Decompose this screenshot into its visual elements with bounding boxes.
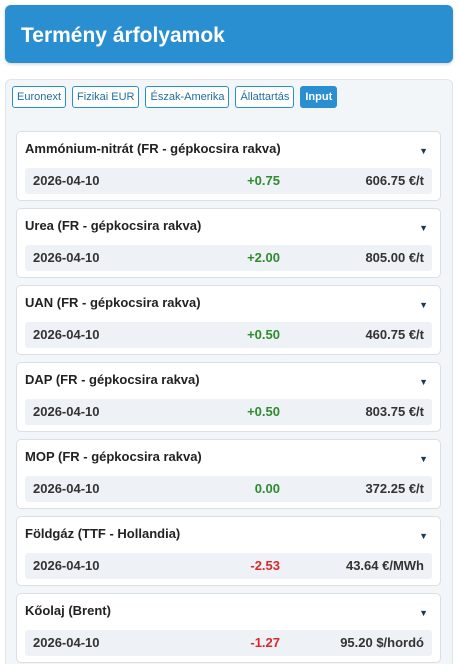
price-date: 2026-04-10 — [33, 250, 100, 265]
chevron-down-icon[interactable]: ▼ — [419, 531, 428, 541]
price-row: 2026-04-10 +2.00 805.00 €/t — [25, 245, 432, 271]
price-date: 2026-04-10 — [33, 404, 100, 419]
price-change: -2.53 — [250, 558, 280, 573]
page-title: Termény árfolyamok — [21, 24, 225, 47]
price-row: 2026-04-10 0.00 372.25 €/t — [25, 476, 432, 502]
price-card-natural-gas[interactable]: Földgáz (TTF - Hollandia) ▼ 2026-04-10 -… — [16, 516, 441, 586]
price-value: 95.20 $/hordó — [340, 635, 424, 650]
price-date: 2026-04-10 — [33, 481, 100, 496]
price-date: 2026-04-10 — [33, 173, 100, 188]
tab-allattartas[interactable]: Állattartás — [235, 86, 295, 108]
card-title: Földgáz (TTF - Hollandia) — [25, 526, 181, 541]
price-change: +0.50 — [247, 327, 280, 342]
app-header: Termény árfolyamok — [5, 5, 453, 63]
tab-fizikai-eur[interactable]: Fizikai EUR — [72, 86, 140, 108]
price-change: -1.27 — [250, 635, 280, 650]
card-title: DAP (FR - gépkocsira rakva) — [25, 372, 200, 387]
tab-eszak-amerika[interactable]: Észak-Amerika — [145, 86, 230, 108]
price-value: 460.75 €/t — [365, 327, 424, 342]
tab-euronext[interactable]: Euronext — [12, 86, 67, 108]
price-value: 43.64 €/MWh — [345, 558, 424, 573]
price-value: 805.00 €/t — [365, 250, 424, 265]
chevron-down-icon[interactable]: ▼ — [419, 146, 428, 156]
price-change: 0.00 — [254, 481, 280, 496]
price-card-uan[interactable]: UAN (FR - gépkocsira rakva) ▼ 2026-04-10… — [16, 285, 441, 355]
price-change: +2.00 — [247, 250, 280, 265]
chevron-down-icon[interactable]: ▼ — [419, 454, 428, 464]
price-row: 2026-04-10 +0.50 460.75 €/t — [25, 322, 432, 348]
card-title: Ammónium-nitrát (FR - gépkocsira rakva) — [25, 141, 281, 156]
card-title: Kőolaj (Brent) — [25, 603, 111, 618]
chevron-down-icon[interactable]: ▼ — [419, 223, 428, 233]
price-value: 803.75 €/t — [365, 404, 424, 419]
category-tabs: Euronext Fizikai EUR Észak-Amerika Állat… — [12, 86, 338, 108]
price-change: +0.75 — [247, 173, 280, 188]
price-date: 2026-04-10 — [33, 327, 100, 342]
price-date: 2026-04-10 — [33, 635, 100, 650]
price-card-mop[interactable]: MOP (FR - gépkocsira rakva) ▼ 2026-04-10… — [16, 439, 441, 509]
price-row: 2026-04-10 -1.27 95.20 $/hordó — [25, 630, 432, 656]
price-value: 372.25 €/t — [365, 481, 424, 496]
price-card-dap[interactable]: DAP (FR - gépkocsira rakva) ▼ 2026-04-10… — [16, 362, 441, 432]
price-value: 606.75 €/t — [365, 173, 424, 188]
price-card-brent-oil[interactable]: Kőolaj (Brent) ▼ 2026-04-10 -1.27 95.20 … — [16, 593, 441, 663]
chevron-down-icon[interactable]: ▼ — [419, 377, 428, 387]
price-card-ammonium-nitrate[interactable]: Ammónium-nitrát (FR - gépkocsira rakva) … — [16, 131, 441, 201]
price-row: 2026-04-10 -2.53 43.64 €/MWh — [25, 553, 432, 579]
price-change: +0.50 — [247, 404, 280, 419]
chevron-down-icon[interactable]: ▼ — [419, 300, 428, 310]
tab-input[interactable]: Input — [300, 86, 338, 108]
price-date: 2026-04-10 — [33, 558, 100, 573]
card-title: UAN (FR - gépkocsira rakva) — [25, 295, 201, 310]
card-title: MOP (FR - gépkocsira rakva) — [25, 449, 202, 464]
chevron-down-icon[interactable]: ▼ — [419, 608, 428, 618]
price-card-urea[interactable]: Urea (FR - gépkocsira rakva) ▼ 2026-04-1… — [16, 208, 441, 278]
price-row: 2026-04-10 +0.50 803.75 €/t — [25, 399, 432, 425]
price-row: 2026-04-10 +0.75 606.75 €/t — [25, 168, 432, 194]
card-title: Urea (FR - gépkocsira rakva) — [25, 218, 202, 233]
